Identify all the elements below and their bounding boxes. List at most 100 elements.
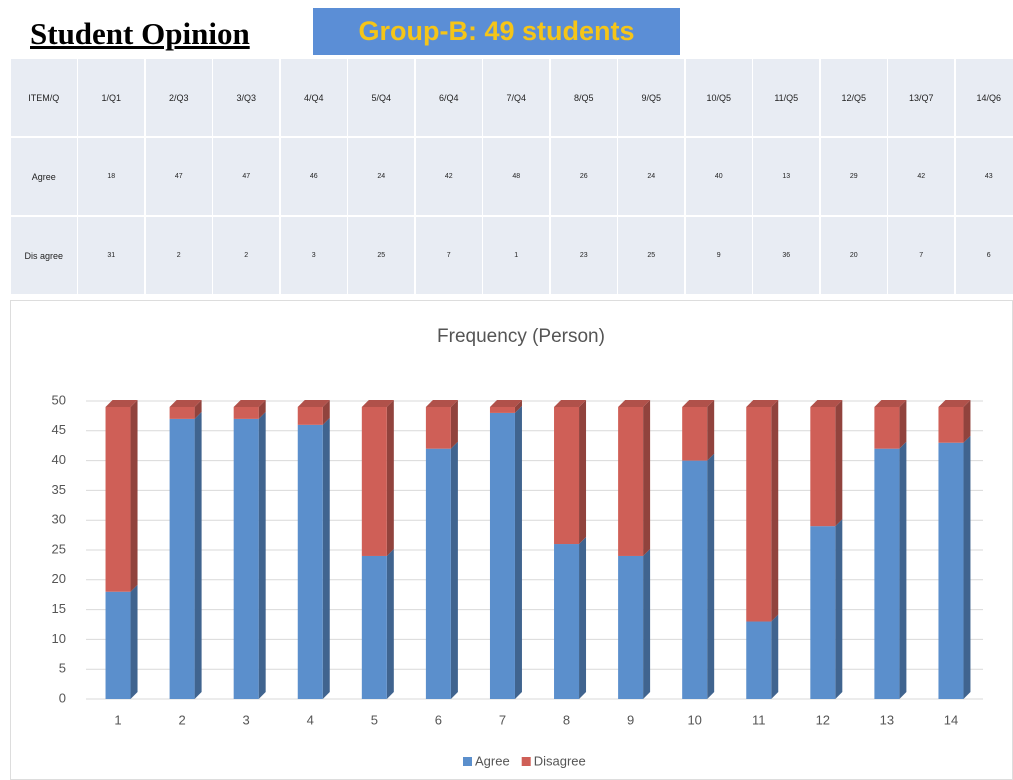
bar-side bbox=[707, 453, 715, 699]
group-badge: Group-B: 49 students bbox=[313, 8, 680, 55]
bar bbox=[489, 406, 515, 413]
y-tick-label: 30 bbox=[52, 512, 66, 527]
table-cell: 2 bbox=[213, 217, 280, 294]
legend-label: Disagree bbox=[534, 753, 586, 768]
x-tick-label: 3 bbox=[243, 712, 250, 727]
table-cell: 47 bbox=[145, 138, 212, 215]
y-tick-label: 35 bbox=[52, 482, 66, 497]
data-table: ITEM/Q 1/Q1 2/Q3 3/Q3 4/Q4 5/Q4 6/Q4 7/Q4 8/Q5 9/… bbox=[10, 58, 1013, 296]
bar bbox=[810, 526, 836, 699]
bar bbox=[105, 591, 131, 699]
bar bbox=[105, 406, 131, 592]
table-cell: 6/Q4 bbox=[415, 59, 482, 136]
bar bbox=[682, 460, 708, 699]
bar bbox=[554, 544, 580, 699]
y-tick-label: 20 bbox=[52, 571, 66, 586]
bar bbox=[938, 442, 964, 699]
x-tick-label: 14 bbox=[944, 712, 958, 727]
table-row: Agree 18 47 47 46 24 42 48 26 24 40 13 29 42 43 bbox=[10, 137, 1013, 216]
bar bbox=[746, 406, 772, 622]
y-tick-label: 0 bbox=[59, 690, 66, 705]
x-tick-label: 12 bbox=[816, 712, 830, 727]
bar-top bbox=[425, 399, 458, 407]
bar-side bbox=[643, 548, 651, 699]
bar-side bbox=[514, 405, 522, 699]
table-row: ITEM/Q 1/Q1 2/Q3 3/Q3 4/Q4 5/Q4 6/Q4 7/Q4 8/Q5 9/… bbox=[10, 58, 1013, 137]
table-cell: 7 bbox=[415, 217, 482, 294]
bar-top bbox=[233, 399, 266, 407]
bar-side bbox=[899, 399, 907, 449]
x-tick-label: 1 bbox=[114, 712, 121, 727]
bar-side bbox=[579, 537, 587, 699]
bar-top bbox=[169, 399, 202, 407]
table-cell: Dis agree bbox=[10, 217, 77, 294]
legend-swatch bbox=[463, 757, 472, 766]
bar-side bbox=[194, 399, 202, 419]
table-cell: 6 bbox=[955, 217, 1013, 294]
y-tick-label: 10 bbox=[52, 631, 66, 646]
bar bbox=[554, 406, 580, 545]
table-cell: 13 bbox=[753, 138, 820, 215]
bar-side bbox=[450, 441, 458, 699]
table-cell: 4/Q4 bbox=[280, 59, 347, 136]
bar-side bbox=[771, 614, 779, 699]
table-cell: 1/Q1 bbox=[78, 59, 145, 136]
bar bbox=[169, 418, 195, 699]
table-row: Dis agree 31 2 2 3 25 7 1 23 25 9 36 20 7 6 bbox=[10, 216, 1013, 295]
bar bbox=[746, 621, 772, 699]
bar-top bbox=[361, 399, 394, 407]
bar bbox=[297, 406, 323, 425]
table-cell: 29 bbox=[820, 138, 887, 215]
table-cell: 48 bbox=[483, 138, 550, 215]
table-cell: 43 bbox=[955, 138, 1013, 215]
legend-swatch bbox=[521, 757, 531, 766]
bar-side bbox=[835, 519, 843, 699]
bar-side bbox=[579, 399, 587, 545]
bar bbox=[618, 406, 644, 556]
bar-side bbox=[130, 584, 138, 699]
bar-top bbox=[489, 399, 522, 407]
bar bbox=[297, 424, 323, 699]
y-tick-label: 50 bbox=[52, 392, 66, 407]
bar-top bbox=[810, 399, 843, 407]
table-cell: 7/Q4 bbox=[483, 59, 550, 136]
x-tick-label: 9 bbox=[627, 712, 634, 727]
x-tick-label: 5 bbox=[371, 712, 378, 727]
x-tick-label: 6 bbox=[435, 712, 442, 727]
bar-top bbox=[746, 399, 779, 407]
x-tick-label: 2 bbox=[178, 712, 185, 727]
bar-side bbox=[130, 399, 138, 592]
table-cell: 42 bbox=[888, 138, 955, 215]
table-cell: 9/Q5 bbox=[618, 59, 685, 136]
bar bbox=[489, 412, 515, 699]
bar-side bbox=[771, 399, 779, 622]
table-cell: 36 bbox=[753, 217, 820, 294]
bar-side bbox=[514, 399, 522, 413]
x-tick-label: 13 bbox=[880, 712, 894, 727]
x-tick-label: 4 bbox=[307, 712, 314, 727]
chart: Frequency (Person) 051015202530354045501… bbox=[10, 300, 1013, 780]
bar bbox=[425, 406, 451, 449]
y-tick-label: 45 bbox=[52, 422, 66, 437]
table-cell: 2/Q3 bbox=[145, 59, 212, 136]
bar-side bbox=[322, 417, 330, 699]
bar bbox=[361, 406, 387, 556]
bar bbox=[233, 418, 259, 699]
bar-top bbox=[874, 399, 907, 407]
bar-side bbox=[835, 399, 843, 527]
table-cell: 18 bbox=[78, 138, 145, 215]
bar-top bbox=[297, 399, 330, 407]
table-cell: 40 bbox=[685, 138, 752, 215]
bar-side bbox=[258, 411, 266, 699]
y-tick-label: 15 bbox=[52, 601, 66, 616]
x-tick-label: 10 bbox=[687, 712, 701, 727]
x-tick-label: 8 bbox=[563, 712, 570, 727]
y-tick-label: 40 bbox=[52, 452, 66, 467]
bar-side bbox=[643, 399, 651, 556]
x-tick-label: 11 bbox=[752, 712, 766, 727]
bar-side bbox=[194, 411, 202, 699]
bar bbox=[169, 406, 195, 419]
table-cell: 24 bbox=[618, 138, 685, 215]
bar-side bbox=[386, 548, 394, 699]
bar-top bbox=[105, 399, 138, 407]
